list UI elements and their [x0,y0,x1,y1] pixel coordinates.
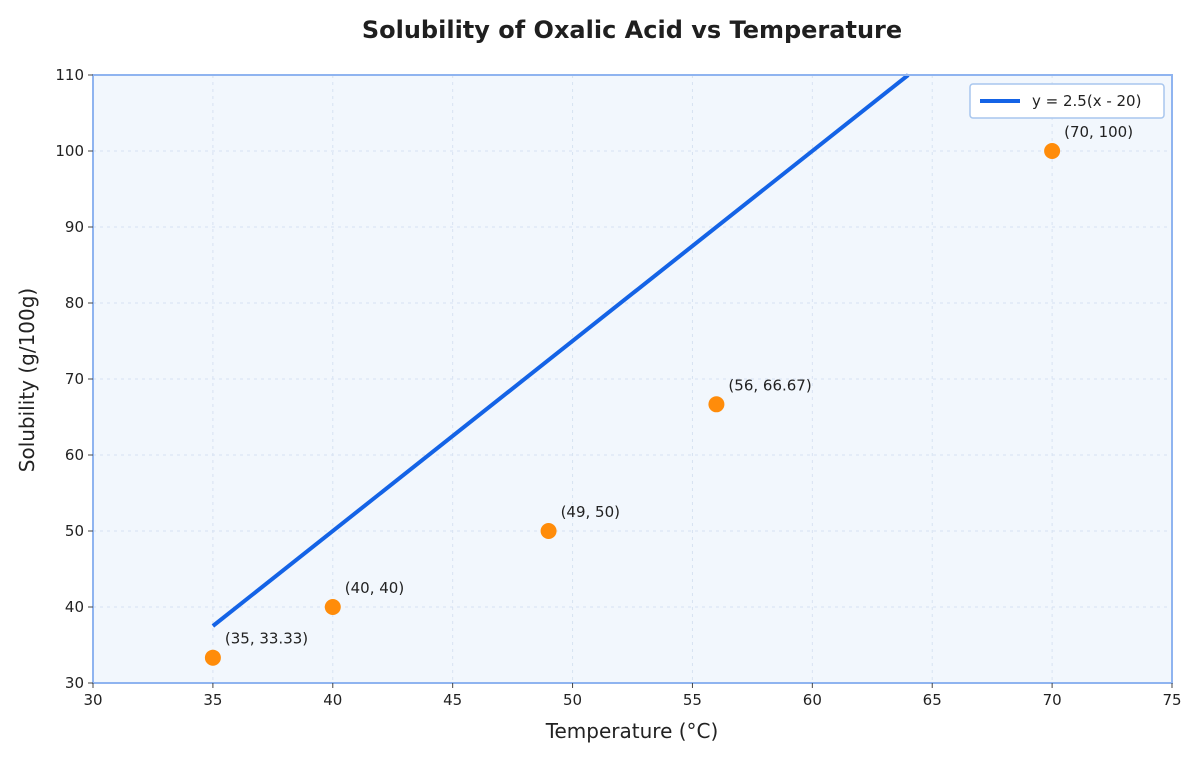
data-point [540,523,557,539]
y-tick-label: 80 [65,294,84,312]
data-point-label: (49, 50) [561,503,620,521]
points-layer [204,143,1061,666]
y-axis-ticks: 30 40 50 60 70 80 90 100 110 [55,66,93,692]
x-tick-label: 75 [1162,691,1181,709]
x-tick-label: 65 [923,691,942,709]
x-tick-label: 40 [323,691,342,709]
y-tick-label: 30 [65,674,84,692]
x-tick-label: 35 [203,691,222,709]
y-axis-label: Solubility (g/100g) [15,288,39,472]
data-point [1044,143,1061,159]
legend-box [969,83,1165,119]
x-axis-label: Temperature (°C) [545,719,719,743]
y-tick-label: 40 [65,598,84,616]
series-layer [211,73,910,628]
y-tick-label: 70 [65,370,84,388]
grid [93,75,1172,683]
data-point [708,396,725,413]
data-point [204,649,221,666]
y-tick-label: 60 [65,446,84,464]
data-point-label: (70, 100) [1064,123,1133,141]
point-labels: (35, 33.33) (40, 40) (49, 50) (56, 66.67) (7… [225,123,1133,648]
data-point-label: (40, 40) [345,579,404,597]
x-tick-label: 70 [1043,691,1062,709]
data-point [324,599,341,615]
data-point-label: (35, 33.33) [225,630,308,648]
x-tick-label: 30 [83,691,102,709]
x-tick-label: 60 [803,691,822,709]
legend: y = 2.5(x - 20) [969,83,1165,119]
y-tick-label: 90 [65,218,84,236]
x-tick-label: 50 [563,691,582,709]
y-tick-label: 110 [55,66,84,84]
x-tick-label: 45 [443,691,462,709]
y-tick-label: 100 [55,142,84,160]
x-tick-label: 55 [683,691,702,709]
chart-title: Solubility of Oxalic Acid vs Temperature [362,16,902,44]
x-axis-ticks: 30 35 40 45 50 55 60 65 70 75 [83,683,1182,709]
legend-label: y = 2.5(x - 20) [1032,92,1141,110]
fit-line [211,73,910,628]
data-point-label: (56, 66.67) [728,376,811,394]
y-tick-label: 50 [65,522,84,540]
